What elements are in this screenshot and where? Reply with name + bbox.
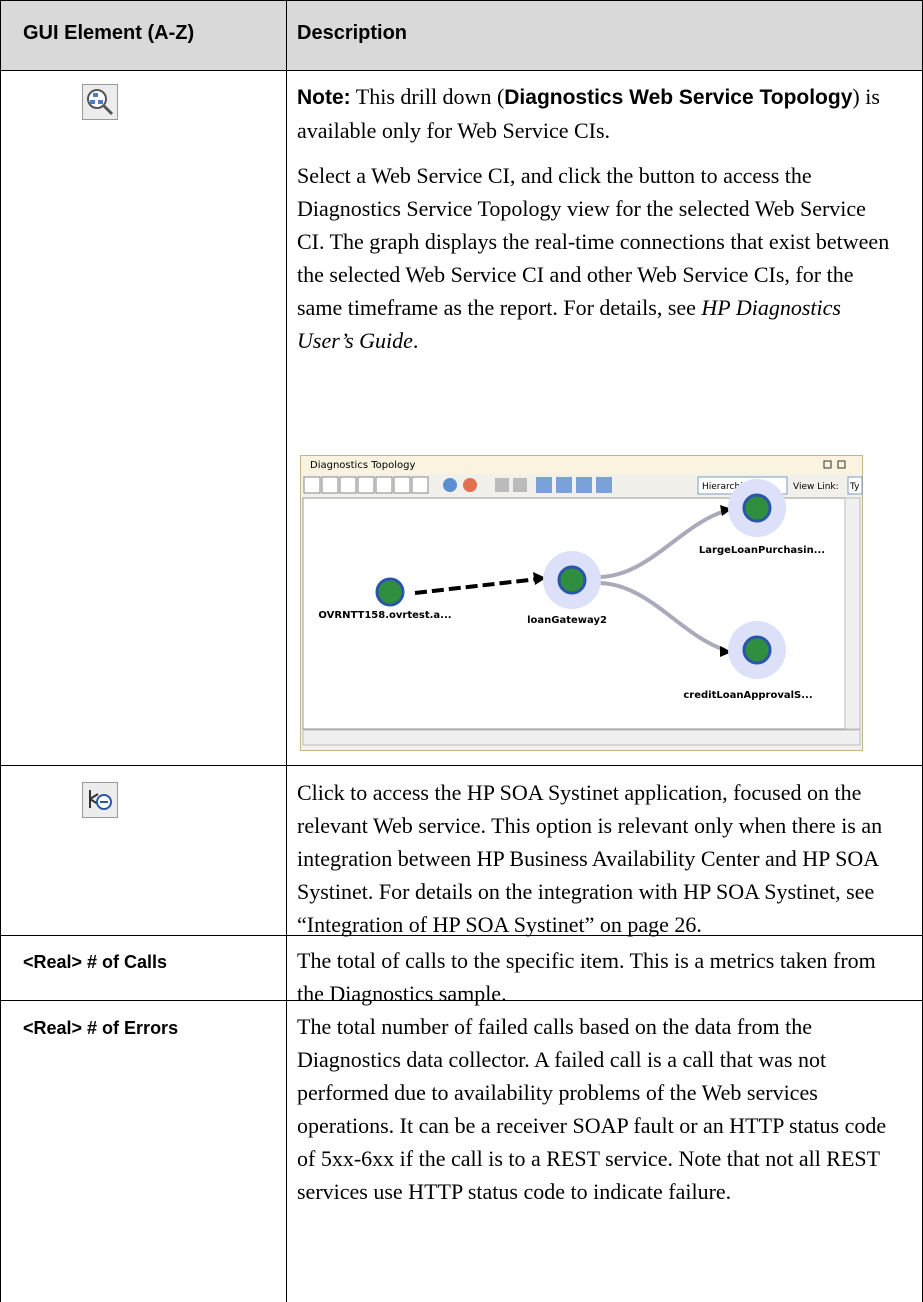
description: Click to access the HP SOA Systinet appl…	[297, 780, 883, 937]
row-border	[0, 1000, 923, 1001]
text: # of Calls	[82, 952, 168, 972]
text: Note:	[297, 86, 351, 109]
node-label: loanGateway2	[527, 615, 607, 626]
text: <Real>	[23, 952, 83, 972]
header-cell: GUI Element (A-Z)	[23, 22, 195, 44]
description: The total number of failed calls based o…	[297, 1014, 887, 1204]
node-label: creditLoanApprovalS...	[683, 690, 812, 701]
node-label: OVRNTT158.ovrtest.a...	[318, 610, 451, 621]
text: <Real>	[23, 1018, 83, 1038]
view-link-label: View Link:	[793, 482, 839, 492]
gui-element: <Real> # of Calls	[23, 952, 167, 973]
text: .	[412, 328, 419, 353]
column-border	[0, 0, 1, 1302]
window-title: Diagnostics Topology	[310, 460, 415, 471]
systinet-icon[interactable]	[82, 782, 118, 818]
layout-select[interactable]: Hierarchical	[702, 482, 756, 492]
row-border	[0, 0, 923, 1]
row-border	[0, 70, 923, 71]
topology-screenshot: Diagnostics Topology Hierarchical View L…	[300, 455, 863, 751]
text: Select a Web Service CI, and click the b…	[297, 163, 890, 320]
view-link-select[interactable]: Ty	[849, 482, 860, 492]
text: Diagnostics Web Service Topology	[504, 86, 853, 109]
row-border	[0, 935, 923, 936]
header-background	[0, 0, 923, 70]
header-cell: Description	[297, 22, 408, 44]
text: ) is available only for Web Service CIs.	[297, 84, 880, 143]
text: This drill down (	[350, 84, 505, 109]
description: The total of calls to the specific item.…	[297, 948, 876, 1006]
row-border	[0, 765, 923, 766]
column-border	[286, 0, 287, 1302]
topology-icon[interactable]	[82, 84, 118, 120]
node-label: LargeLoanPurchasin...	[699, 545, 825, 556]
description: Note: This drill down (Diagnostics Web S…	[297, 80, 893, 369]
text: # of Errors	[82, 1018, 179, 1038]
paragraph: Select a Web Service CI, and click the b…	[297, 159, 893, 357]
text: HP Diagnostics User’s Guide	[297, 295, 841, 353]
gui-element: <Real> # of Errors	[23, 1018, 178, 1039]
paragraph: Note: This drill down (Diagnostics Web S…	[297, 80, 893, 147]
